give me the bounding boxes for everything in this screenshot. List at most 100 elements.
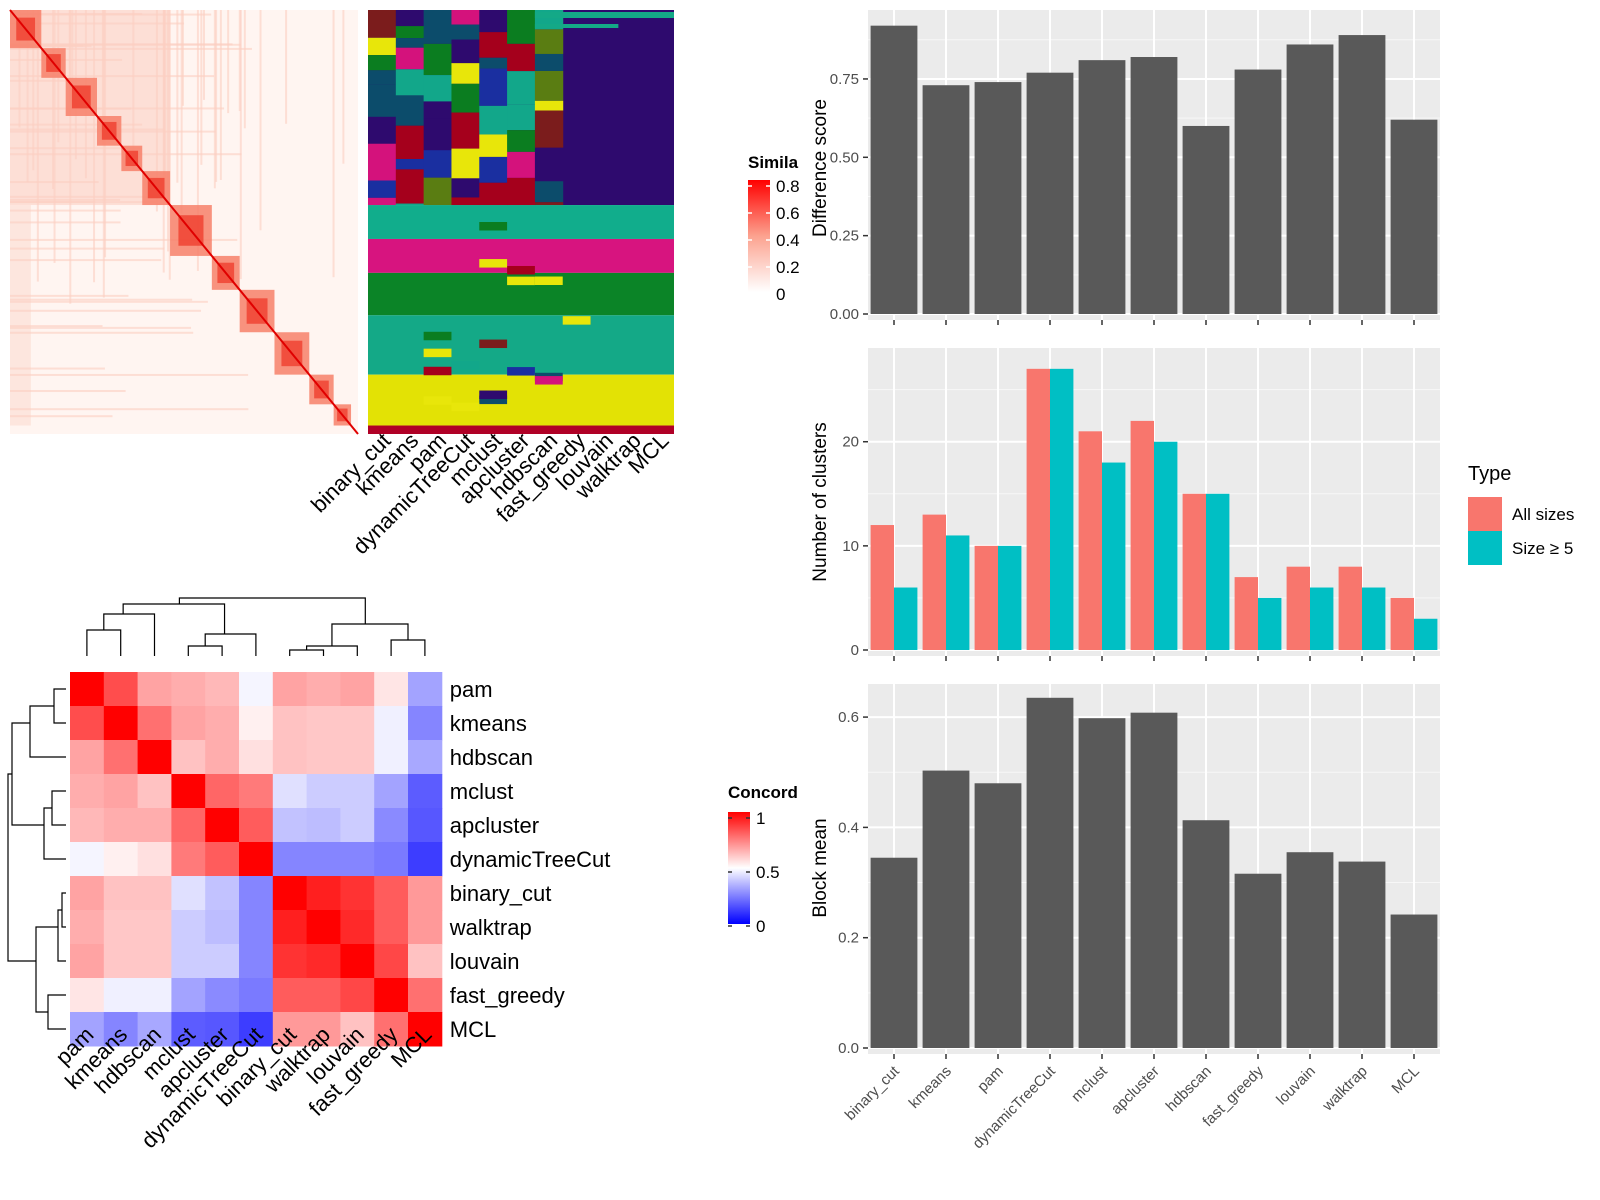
heatmap-cell-louvain-binary_cut — [272, 944, 308, 979]
heatmap-cell-apcluster-binary_cut — [272, 808, 308, 843]
similarity-stripe — [10, 309, 202, 312]
heatmap-cell-fast_greedy-pam — [70, 978, 105, 1013]
similarity-stripe — [10, 238, 238, 241]
heatmap-cell-apcluster-fast_greedy — [374, 808, 409, 843]
heatmap-cell-pam-dynamicTreeCut — [239, 672, 274, 707]
cluster-cell — [479, 68, 508, 106]
heatmap-cell-apcluster-louvain — [340, 808, 375, 843]
heatmap-cell-mclust-hdbscan — [137, 774, 172, 809]
heatmap-cell-louvain-walktrap — [306, 944, 341, 979]
similarity-stripe — [227, 10, 230, 114]
heatmap-cell-MCL-fast_greedy — [374, 1012, 409, 1047]
bar-MCL-size-ge-5 — [1414, 618, 1438, 650]
heatmap-cell-mclust-fast_greedy — [374, 774, 409, 809]
bar-walktrap — [1338, 35, 1386, 314]
cluster-cell — [507, 130, 536, 152]
cluster-cell — [507, 43, 536, 72]
cluster-cell — [507, 367, 535, 376]
heatmap-cell-hdbscan-mclust — [171, 740, 206, 775]
y-tick-label: 0.50 — [830, 149, 859, 166]
bar-walktrap-size-ge-5 — [1362, 587, 1386, 650]
heatmap-cell-mclust-dynamicTreeCut — [239, 774, 274, 809]
heatmap-cell-hdbscan-apcluster — [205, 740, 240, 775]
cluster-cell — [507, 10, 536, 44]
dendrogram-branch — [51, 790, 66, 826]
cluster-cell — [507, 151, 536, 178]
y-tick-label: 0.4 — [838, 819, 859, 836]
similarity-stripe — [219, 10, 222, 180]
cluster-cell — [395, 38, 425, 48]
heatmap-cell-pam-mclust — [171, 672, 206, 707]
cluster-cell — [451, 83, 480, 113]
similarity-colorbar — [748, 180, 770, 292]
cluster-cell — [534, 202, 564, 206]
dendrogram-branch — [29, 705, 66, 758]
cluster-cell — [395, 159, 425, 170]
similarity-stripe — [10, 79, 80, 82]
heatmap-cell-MCL-pam — [70, 1012, 105, 1047]
similarity-stripe — [10, 294, 129, 297]
heatmap-cell-fast_greedy-apcluster — [205, 978, 240, 1013]
x-category-label: apcluster — [1108, 1063, 1163, 1118]
similarity-stripe — [10, 415, 113, 418]
heatmap-cell-binary_cut-walktrap — [306, 876, 341, 911]
dendrogram-branch — [122, 603, 226, 634]
cluster-cell — [534, 276, 563, 285]
heatmap-cell-binary_cut-louvain — [340, 876, 375, 911]
cluster-cell — [368, 70, 397, 85]
similarity-legend-tick-label: 0.6 — [776, 204, 800, 223]
cluster-cell — [395, 169, 425, 204]
cluster-cell — [479, 222, 508, 231]
heatmap-cell-dynamicTreeCut-MCL — [408, 842, 443, 877]
cluster-cell — [534, 53, 564, 71]
similarity-stripe — [196, 10, 199, 271]
cluster-cell — [451, 10, 480, 25]
bar-apcluster — [1130, 712, 1178, 1048]
bar-dynamicTreeCut-all-sizes — [1026, 368, 1050, 650]
similarity-stripe — [10, 259, 162, 262]
heatmap-cell-fast_greedy-walktrap — [306, 978, 341, 1013]
similarity-stripe — [10, 22, 185, 25]
similarity-stripe — [10, 181, 99, 184]
x-category-label: pam — [974, 1063, 1007, 1096]
heatmap-cell-kmeans-hdbscan — [137, 706, 172, 741]
y-tick-label: 0.0 — [838, 1040, 859, 1057]
row-label-louvain: louvain — [450, 949, 520, 974]
heatmap-cell-kmeans-mclust — [171, 706, 206, 741]
bar-MCL — [1390, 914, 1438, 1048]
cluster-cell — [451, 402, 480, 412]
similarity-stripe — [10, 43, 241, 46]
dendrogram-branch — [7, 773, 36, 962]
cluster-assignment-matrix — [368, 10, 674, 434]
cluster-cell — [479, 105, 508, 135]
similarity-legend-tick-label: 0.4 — [776, 231, 800, 250]
heatmap-cell-hdbscan-kmeans — [103, 740, 139, 775]
x-category-label: hdbscan — [1163, 1063, 1215, 1115]
bar-MCL-all-sizes — [1390, 597, 1414, 650]
heatmap-cell-walktrap-MCL — [408, 910, 443, 945]
all-sizes-swatch — [1468, 497, 1502, 531]
heatmap-cell-walktrap-louvain — [340, 910, 375, 945]
cluster-cell — [395, 203, 425, 206]
heatmap-cell-walktrap-binary_cut — [272, 910, 308, 945]
similarity-stripe — [71, 10, 74, 106]
row-label-kmeans: kmeans — [450, 711, 527, 736]
dendrogram-branch — [35, 926, 58, 1013]
heatmap-cell-fast_greedy-kmeans — [103, 978, 139, 1013]
heatmap-cell-MCL-mclust — [171, 1012, 206, 1047]
heatmap-cell-mclust-louvain — [340, 774, 375, 809]
cluster-cell — [423, 43, 452, 76]
heatmap-cell-apcluster-pam — [70, 808, 105, 843]
row-label-apcluster: apcluster — [450, 813, 539, 838]
heatmap-cell-MCL-kmeans — [103, 1012, 139, 1047]
cluster-cell — [451, 197, 480, 206]
bar-louvain-size-ge-5 — [1310, 587, 1334, 650]
cluster-cell — [534, 12, 674, 18]
heatmap-cell-hdbscan-walktrap — [306, 740, 341, 775]
similarity-stripe — [53, 10, 56, 263]
cluster-band — [368, 315, 674, 375]
cluster-band — [368, 425, 674, 434]
similarity-stripe — [32, 10, 35, 171]
cluster-cell — [534, 24, 619, 28]
